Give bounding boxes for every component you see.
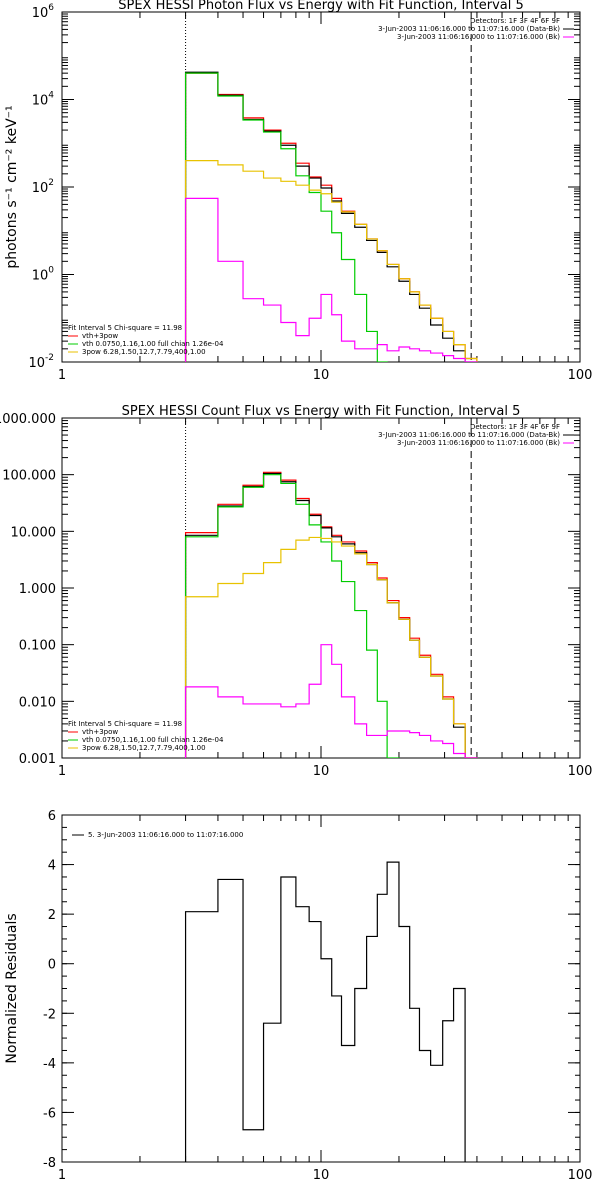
y-tick-label: 100.000 xyxy=(2,469,56,484)
series-group xyxy=(184,71,478,362)
y-tick-label: 2 xyxy=(48,908,56,923)
x-tick-label: 10 xyxy=(313,764,330,779)
x-tick-label: 10 xyxy=(313,1168,330,1183)
legend-top-right-entry: 3-Jun-2003 11:06:16.000 to 11:07:16.000 … xyxy=(397,33,560,41)
y-tick-label: -6 xyxy=(43,1106,56,1121)
series-3pow xyxy=(184,536,478,758)
y-tick-label: 106 xyxy=(32,3,55,21)
y-tick-base: 10 xyxy=(32,181,49,196)
series-data xyxy=(184,71,478,362)
legend-top-right-entry: Detectors: 1F 3F 4F 6F 9F xyxy=(470,17,560,25)
series-residuals xyxy=(184,861,466,1162)
plot-frame xyxy=(61,814,581,1163)
series-3pow xyxy=(184,160,478,362)
legend-bottom-left-entry: 3pow 6.28,1.50,12.7,7.79,400,1.00 xyxy=(82,348,206,356)
y-tick-label: 102 xyxy=(32,178,54,196)
y-tick-label: -2 xyxy=(43,1007,56,1022)
x-tick-label: 100 xyxy=(568,764,593,779)
x-tick-label: 10 xyxy=(313,368,330,383)
x-tick-label: 1 xyxy=(58,764,66,779)
legend-top-right-entry: 3-Jun-2003 11:06:16.000 to 11:07:16.000 … xyxy=(378,25,560,33)
legend-bottom-left-entry: vth+3pow xyxy=(82,728,118,736)
series-vth xyxy=(184,72,388,362)
x-tick-label: 100 xyxy=(568,368,593,383)
plot-panel-3: 1 10 100 -8 -6 -4 -2 0 2 4 6 Normalized Residuals 5.… xyxy=(4,809,592,1183)
series-vth xyxy=(184,474,400,758)
x-tick-label: 100 xyxy=(568,1168,593,1183)
legend-bottom-left-entry: 3pow 6.28,1.50,12.7,7.79,400,1.00 xyxy=(82,744,206,752)
y-tick-exponent: 4 xyxy=(48,91,54,101)
y-tick-exponent: -2 xyxy=(45,353,54,363)
plot-title: SPEX HESSI Count Flux vs Energy with Fit… xyxy=(122,404,521,419)
legend-top-right-entry: 3-Jun-2003 11:06:16.000 to 11:07:16.000 … xyxy=(397,439,560,447)
y-tick-base: 10 xyxy=(32,6,49,21)
series-data xyxy=(184,472,478,758)
series-background xyxy=(184,644,478,758)
legend-top-left-entry: 5. 3-Jun-2003 11:06:16.000 to 11:07:16.0… xyxy=(88,831,243,839)
y-tick-exponent: 0 xyxy=(48,266,54,276)
y-tick-label: 1.000 xyxy=(19,582,56,597)
y-tick-exponent: 6 xyxy=(48,3,54,13)
y-tick-base: 10 xyxy=(32,269,49,284)
legend-bottom-left-entry: vth+3pow xyxy=(82,332,118,340)
y-tick-label: 0.100 xyxy=(19,639,56,654)
y-tick-label: -4 xyxy=(43,1057,56,1072)
y-tick-label: 10-2 xyxy=(28,353,54,371)
y-tick-label: 10.000 xyxy=(11,525,57,540)
plot-panel-1: SPEX HESSI Photon Flux vs Energy with Fi… xyxy=(4,0,593,383)
y-tick-base: 10 xyxy=(32,94,49,109)
y-axis-label: photons s⁻¹ cm⁻² keV⁻¹ xyxy=(4,105,20,268)
series-group xyxy=(184,471,478,758)
y-tick-base: 10 xyxy=(28,356,45,371)
y-tick-label: 1000.000 xyxy=(0,412,56,427)
y-tick-label: -8 xyxy=(43,1156,56,1171)
legend-bottom-left-entry: vth 0.0750,1.16,1.00 full chian 1.26e-04 xyxy=(82,340,224,348)
plot-panel-2: SPEX HESSI Count Flux vs Energy with Fit… xyxy=(0,404,592,779)
y-axis-label: Normalized Residuals xyxy=(4,913,20,1063)
plot-title: SPEX HESSI Photon Flux vs Energy with Fi… xyxy=(118,0,524,13)
y-tick-label: 4 xyxy=(48,859,56,874)
legend-bottom-left-entry: vth 0.0750,1.16,1.00 full chian 1.26e-04 xyxy=(82,736,224,744)
x-tick-label: 1 xyxy=(58,1168,66,1183)
y-tick-label: 104 xyxy=(32,91,55,109)
legend-top-right-entry: Detectors: 1F 3F 4F 6F 9F xyxy=(470,423,560,431)
series-vth-3pow xyxy=(184,471,478,758)
y-tick-label: 0.010 xyxy=(19,695,56,710)
plot-frame xyxy=(61,417,581,759)
x-tick-label: 1 xyxy=(58,368,66,383)
series-group xyxy=(184,861,466,1162)
y-tick-label: 0.001 xyxy=(19,752,56,767)
legend-fit-info: Fit Interval 5 Chi-square = 11.98 xyxy=(68,324,182,332)
y-tick-exponent: 2 xyxy=(48,178,54,188)
y-tick-label: 6 xyxy=(48,809,56,824)
legend-top-right-entry: 3-Jun-2003 11:06:16.000 to 11:07:16.000 … xyxy=(378,431,560,439)
series-background xyxy=(184,197,478,362)
legend-fit-info: Fit Interval 5 Chi-square = 11.98 xyxy=(68,720,182,728)
y-tick-label: 0 xyxy=(48,958,56,973)
y-tick-label: 100 xyxy=(32,266,55,284)
